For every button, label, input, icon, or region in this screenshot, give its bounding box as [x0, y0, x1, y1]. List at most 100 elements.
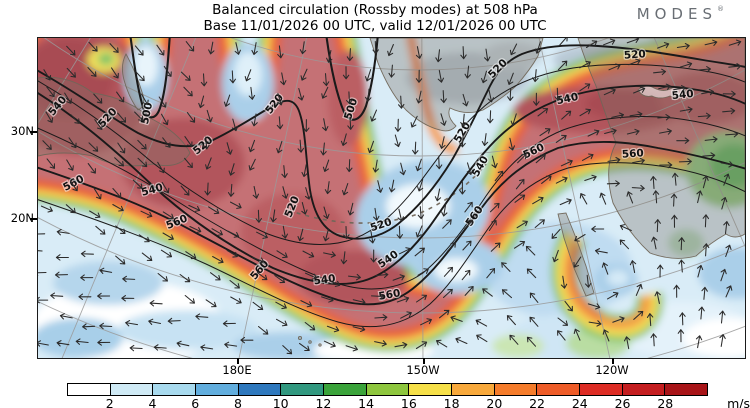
wind-arrow-icon — [535, 154, 546, 164]
wind-arrow-icon — [412, 141, 419, 155]
colorbar-tick-label: 22 — [529, 396, 546, 408]
wind-arrow-icon — [392, 274, 405, 281]
wind-arrow-icon — [208, 41, 215, 55]
wind-arrow-icon — [398, 247, 411, 255]
wind-arrow-icon — [320, 142, 327, 156]
wind-arrow-icon — [66, 67, 76, 78]
wind-arrow-icon — [322, 118, 329, 132]
colorbar-tick-label: 18 — [443, 396, 460, 408]
wind-arrow-icon — [526, 336, 537, 347]
wind-arrow-icon — [208, 206, 220, 215]
wind-arrow-icon — [603, 88, 616, 96]
wind-arrow-icon — [394, 118, 402, 132]
wind-arrow-icon — [68, 137, 77, 149]
wind-arrow-icon — [42, 140, 52, 150]
wind-arrow-icon — [304, 272, 317, 280]
wind-arrow-icon — [134, 45, 144, 56]
wind-arrow-icon — [720, 161, 734, 168]
colorbar-tick-label: 10 — [272, 396, 289, 408]
wind-arrow-icon — [514, 194, 526, 203]
wind-arrow-icon — [162, 137, 171, 148]
colorbar-cell — [68, 384, 111, 395]
wind-arrow-icon — [227, 230, 240, 238]
wind-arrow-icon — [112, 203, 124, 212]
wind-arrow-icon — [526, 268, 537, 279]
wind-arrow-icon — [115, 225, 126, 235]
wind-arrow-icon — [148, 318, 162, 326]
wind-arrow-icon — [654, 219, 661, 233]
wind-arrow-icon — [564, 300, 573, 312]
wind-arrow-icon — [82, 323, 96, 330]
wind-arrow-icon — [635, 283, 643, 296]
wind-arrow-icon — [532, 196, 544, 205]
wind-arrow-icon — [676, 42, 690, 50]
wind-arrow-icon — [347, 116, 354, 130]
wind-arrow-icon — [435, 49, 442, 63]
wind-arrow-icon — [275, 318, 288, 327]
wind-arrow-icon — [388, 64, 395, 78]
wind-arrow-icon — [137, 157, 148, 168]
colorbar-tick-label: 26 — [614, 396, 631, 408]
wind-arrow-icon — [205, 299, 217, 308]
wind-arrow-icon — [486, 110, 494, 124]
wind-arrow-icon — [632, 157, 645, 165]
wind-arrow-icon — [579, 60, 591, 69]
wind-arrow-icon — [399, 162, 406, 176]
wind-arrow-icon — [69, 180, 78, 192]
wind-arrow-icon — [450, 315, 463, 322]
wind-arrow-icon — [38, 296, 49, 304]
wind-arrow-icon — [300, 300, 313, 308]
wind-arrow-icon — [594, 248, 608, 255]
wind-arrow-icon — [134, 111, 144, 122]
wind-arrow-icon — [670, 193, 678, 207]
wind-arrow-icon — [206, 109, 213, 123]
wind-arrow-icon — [677, 329, 685, 343]
wind-arrow-icon — [326, 49, 333, 63]
wind-arrow-icon — [462, 93, 469, 107]
wind-arrow-icon — [633, 310, 644, 320]
colorbar-cell — [324, 384, 367, 395]
wind-arrow-icon — [224, 341, 238, 349]
wind-arrow-icon — [230, 296, 242, 304]
wind-arrow-icon — [297, 228, 304, 242]
wind-arrow-icon — [275, 301, 287, 310]
colorbar-cell — [366, 384, 410, 395]
wind-arrow-icon — [417, 268, 429, 276]
wind-arrow-icon — [141, 252, 153, 261]
wind-arrow-icon — [303, 119, 310, 133]
wind-arrow-icon — [240, 336, 254, 344]
wind-arrow-icon — [66, 45, 76, 56]
wind-arrow-icon — [55, 254, 69, 261]
wind-arrow-icon — [281, 165, 288, 179]
wind-arrow-icon — [229, 70, 237, 84]
wind-arrow-icon — [436, 339, 448, 348]
wind-arrow-icon — [38, 340, 49, 347]
wind-arrow-icon — [185, 41, 195, 52]
wind-arrow-icon — [584, 174, 597, 182]
wind-arrow-icon — [226, 249, 238, 258]
wind-arrow-icon — [162, 232, 174, 241]
wind-arrow-icon — [149, 300, 163, 307]
wind-arrow-icon — [516, 220, 528, 229]
wind-arrow-icon — [673, 284, 680, 298]
wind-arrow-icon — [114, 157, 124, 167]
wind-arrow-icon — [56, 340, 70, 347]
wind-arrow-icon — [256, 231, 268, 239]
wind-arrow-icon — [555, 134, 567, 143]
wind-arrow-icon — [585, 40, 598, 49]
wind-arrow-icon — [557, 330, 566, 341]
wind-arrow-icon — [679, 106, 693, 113]
wind-arrow-icon — [301, 164, 308, 178]
wind-arrow-icon — [204, 182, 211, 196]
wind-arrow-icon — [728, 39, 742, 46]
wind-arrow-icon — [494, 170, 504, 182]
wind-arrow-icon — [256, 271, 268, 281]
wind-arrow-icon — [252, 301, 264, 311]
wind-arrow-icon — [323, 251, 336, 258]
wind-arrow-icon — [626, 128, 640, 136]
wind-arrow-icon — [628, 58, 641, 66]
wind-arrow-icon — [299, 41, 307, 55]
wind-arrow-icon — [587, 129, 600, 137]
chart-title: Balanced circulation (Rossby modes) at 5… — [212, 2, 538, 18]
wind-arrow-icon — [654, 291, 661, 305]
